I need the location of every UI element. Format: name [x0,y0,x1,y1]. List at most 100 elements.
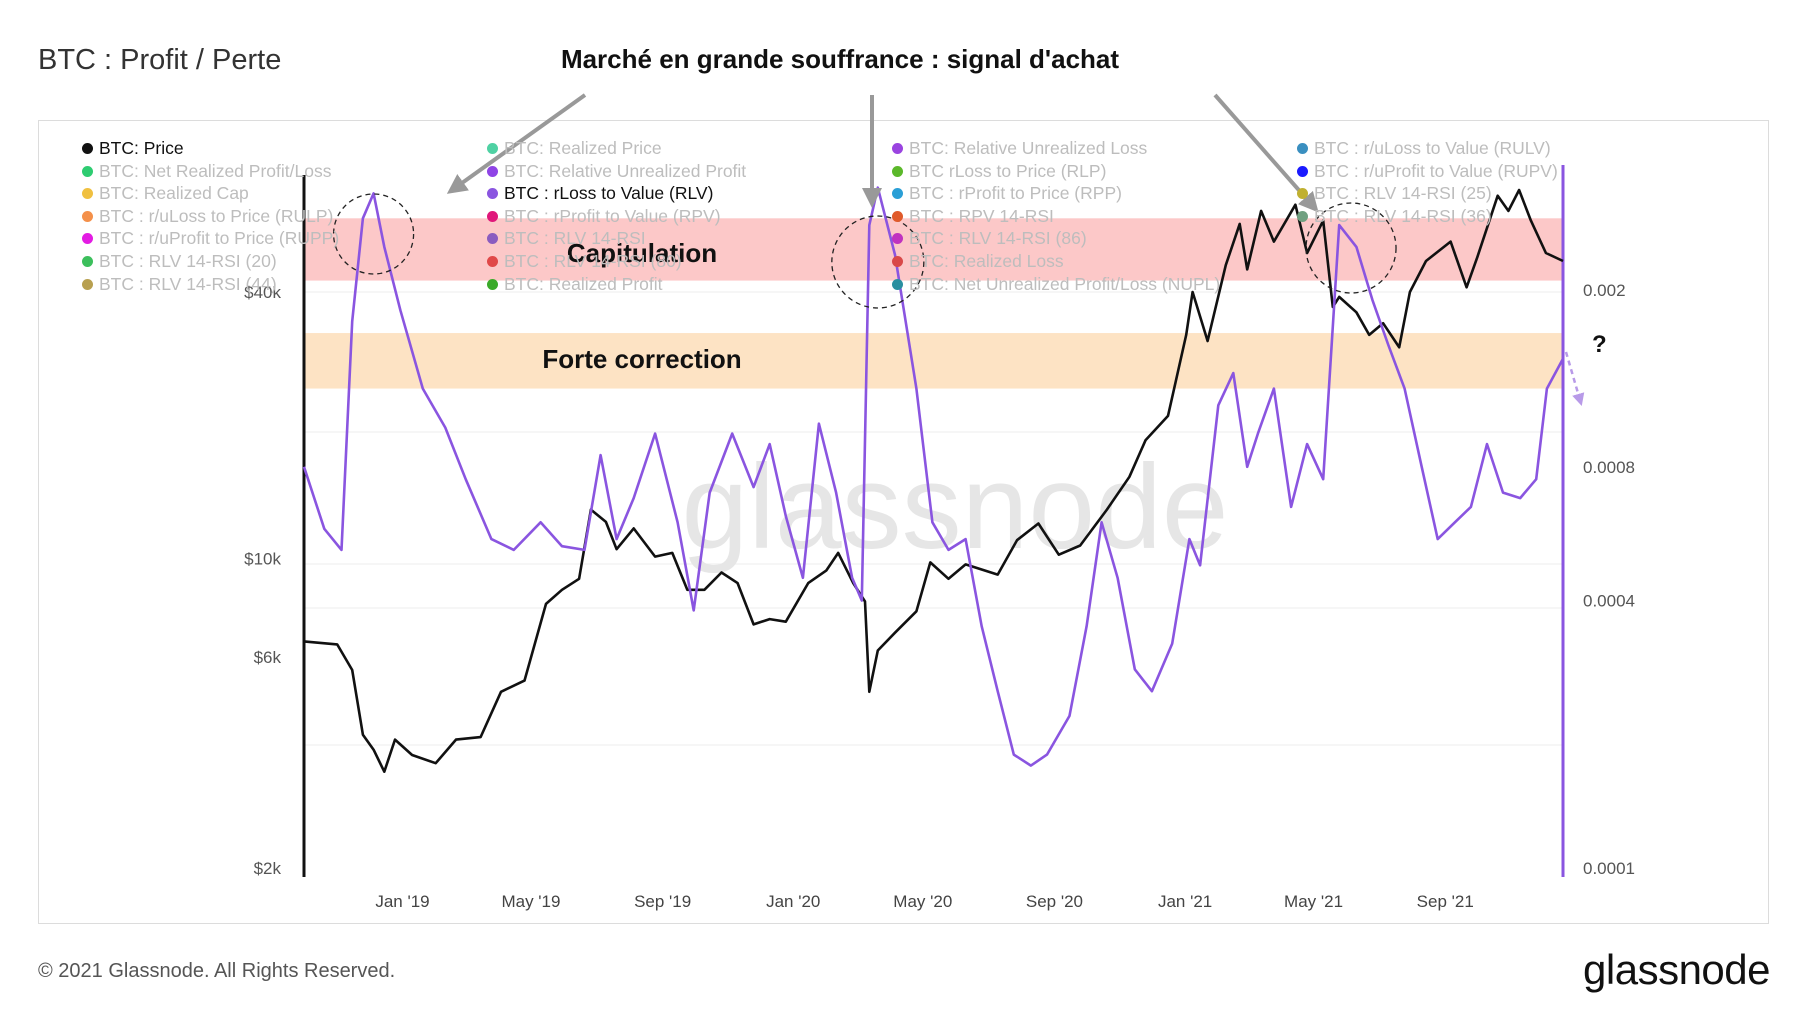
legend-label: BTC : RLV 14-RSI [504,228,646,249]
legend-label: BTC : RLV 14-RSI (80) [504,251,682,271]
legend-label: BTC : RLV 14-RSI (25) [1314,183,1492,204]
legend-label: BTC: Net Unrealized Profit/Loss (NUPL) [909,273,1221,294]
legend-color-icon [82,143,93,154]
legend-item[interactable]: BTC: Relative Unrealized Profit [487,161,746,182]
chart-title: BTC : Profit / Perte [38,44,282,76]
legend-item[interactable]: BTC : RLV 14-RSI (20) [82,251,277,272]
legend-color-icon [487,278,498,290]
correction-band [304,333,1563,389]
legend-label: BTC : rLoss to Value (RLV) [504,183,714,204]
legend-item[interactable]: BTC : rLoss to Value (RLV) [487,183,713,204]
y-right-tick-label: 0.0001 [1583,859,1635,878]
legend-color-icon [1297,210,1308,222]
legend-label: BTC: Relative Unrealized Loss [909,138,1148,158]
legend-item[interactable]: BTC : r/uProfit to Value (RUPV) [1297,161,1558,182]
legend-item[interactable]: BTC: Realized Cap [82,183,249,204]
legend-label: BTC: Realized Cap [99,183,249,204]
legend-item[interactable]: BTC : r/uLoss to Price (RULP) [82,206,333,227]
legend-item[interactable]: BTC: Realized Loss [892,251,1064,272]
x-tick-label: May '20 [893,892,952,911]
x-tick-label: Jan '21 [1158,892,1212,911]
legend-label: BTC: Relative Unrealized Profit [504,160,747,181]
legend-label: BTC : r/uLoss to Price (RULP) [99,205,334,226]
legend-label: BTC : r/uProfit to Price (RUPP) [99,228,340,249]
legend-label: BTC : r/uProfit to Value (RUPV) [1314,160,1558,181]
capitulation-label: Capitulation [567,238,717,268]
legend-label: BTC : RPV 14-RSI [909,205,1054,226]
legend-item[interactable]: BTC: Price [82,138,184,159]
legend-label: BTC: Net Realized Profit/Loss [99,160,332,181]
glassnode-logo: glassnode [1583,946,1770,993]
legend-label: BTC rLoss to Price (RLP) [909,160,1107,181]
price-series-line [303,188,1564,773]
legend-item[interactable]: BTC : r/uLoss to Value (RULV) [1297,138,1551,159]
rlv-series-line [302,186,1565,767]
annotation-arrow [446,93,587,194]
legend-item[interactable]: BTC : r/uProfit to Price (RUPP) [82,228,339,249]
legend-color-icon [487,256,498,267]
legend-color-icon [487,188,498,200]
legend-item[interactable]: BTC: Realized Price [487,138,662,159]
legend-item[interactable]: BTC : RLV 14-RSI (36) [1297,206,1492,227]
legend-color-icon [1297,188,1308,200]
legend-label: BTC : RLV 14-RSI (36) [1314,205,1492,226]
legend-color-icon [892,188,903,200]
highlight-circle [1305,202,1397,294]
y-right-tick-label: 0.002 [1583,281,1626,300]
legend-color-icon [487,143,498,154]
x-tick-label: May '21 [1284,892,1343,911]
legend-color-icon [892,210,903,222]
legend-color-icon [82,188,93,200]
legend-item[interactable]: BTC : rProfit to Price (RPP) [892,183,1122,204]
legend-item[interactable]: BTC : RLV 14-RSI (44) [82,274,277,295]
correction-label: Forte correction [542,344,741,374]
legend-item[interactable]: BTC : RPV 14-RSI [892,206,1054,227]
legend-color-icon [1297,165,1308,177]
legend-item[interactable]: BTC : RLV 14-RSI [487,228,646,249]
legend-color-icon [487,210,498,222]
x-tick-label: Jan '20 [766,892,820,911]
x-tick-label: Jan '19 [375,892,429,911]
legend-label: BTC : rProfit to Value (RPV) [504,205,721,226]
legend-label: BTC : RLV 14-RSI (86) [909,228,1087,249]
legend-item[interactable]: BTC : RLV 14-RSI (86) [892,228,1087,249]
chart-frame [38,120,1769,924]
legend-label: BTC : r/uLoss to Value (RULV) [1314,138,1551,158]
legend-label: BTC : RLV 14-RSI (20) [99,251,277,271]
legend-color-icon [82,165,93,177]
legend-color-icon [487,165,498,177]
legend-label: BTC : rProfit to Price (RPP) [909,183,1122,204]
legend-item[interactable]: BTC: Realized Profit [487,274,663,295]
y-left-tick-label: $10k [244,550,281,569]
legend-item[interactable]: BTC : RLV 14-RSI (25) [1297,183,1492,204]
legend-color-icon [82,278,93,290]
y-right-tick-label: 0.0004 [1583,592,1635,611]
legend-item[interactable]: BTC rLoss to Price (RLP) [892,161,1106,182]
legend-color-icon [892,165,903,177]
x-tick-label: Sep '20 [1026,892,1083,911]
question-mark: ? [1592,331,1607,358]
legend-item[interactable]: BTC: Net Realized Profit/Loss [82,161,331,182]
y-right-tick-label: 0.0008 [1583,458,1635,477]
legend-label: BTC: Realized Loss [909,251,1064,271]
legend-item[interactable]: BTC : RLV 14-RSI (80) [487,251,682,272]
copyright-text: © 2021 Glassnode. All Rights Reserved. [38,960,396,982]
legend-label: BTC: Price [99,138,184,158]
highlight-circle [831,215,925,309]
legend-item[interactable]: BTC : rProfit to Value (RPV) [487,206,721,227]
y-left-tick-label: $40k [244,283,281,302]
legend-label: BTC: Realized Profit [504,273,663,294]
legend-label: BTC: Realized Price [504,138,662,158]
legend-label: BTC : RLV 14-RSI (44) [99,273,277,294]
capitulation-band [304,218,1563,281]
legend-item[interactable]: BTC: Relative Unrealized Loss [892,138,1147,159]
annotation-arrow [1213,93,1319,213]
legend-color-icon [892,233,903,245]
x-tick-label: Sep '21 [1417,892,1474,911]
x-tick-label: May '19 [501,892,560,911]
legend-color-icon [892,143,903,154]
annotation-title: Marché en grande souffrance : signal d'a… [560,44,1120,74]
legend-item[interactable]: BTC: Net Unrealized Profit/Loss (NUPL) [892,274,1220,295]
legend-color-icon [892,256,903,267]
